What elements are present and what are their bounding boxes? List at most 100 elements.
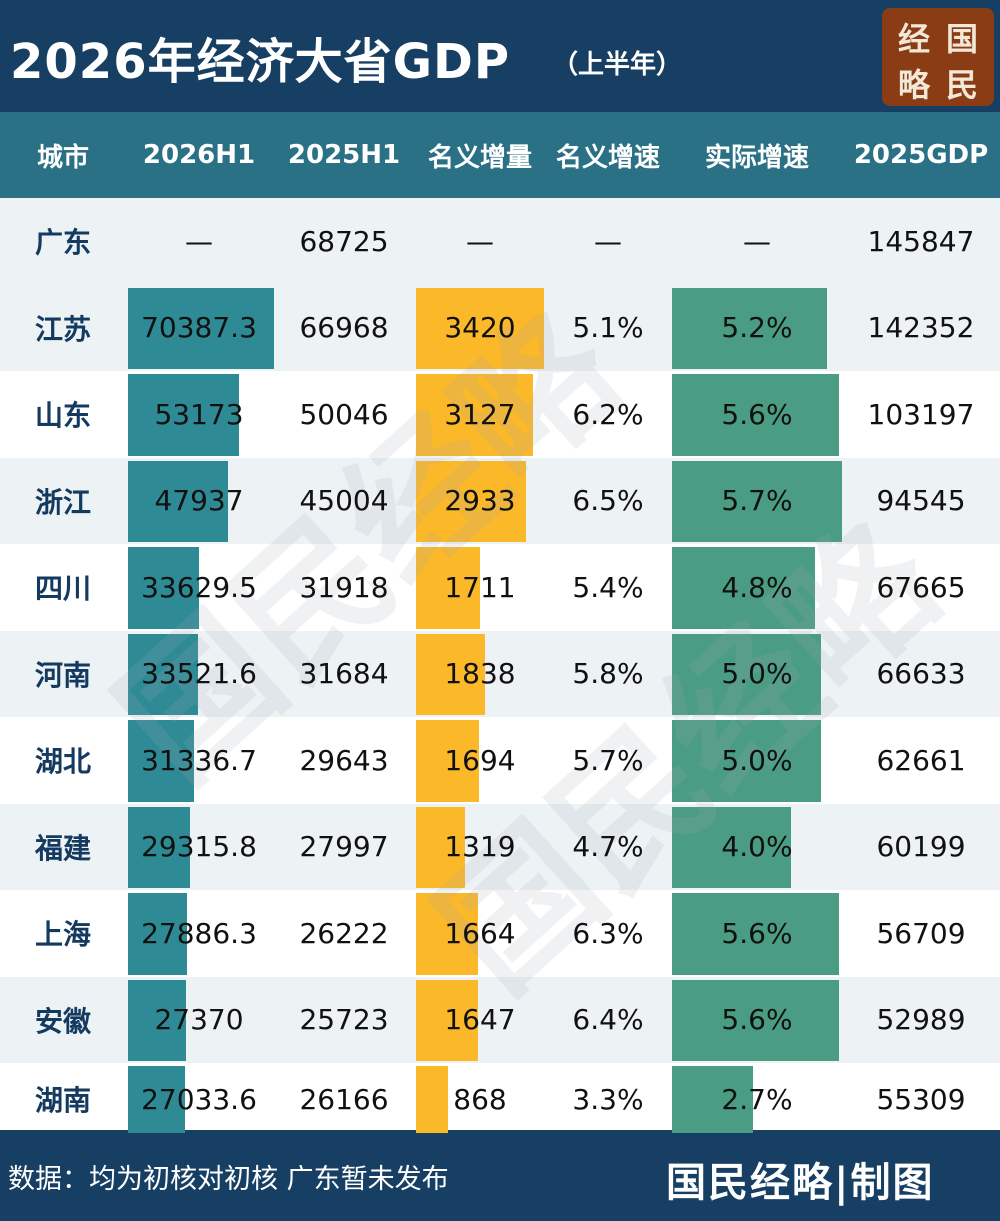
increase-bar bbox=[416, 1066, 449, 1133]
column-header-2026h1: 2026H1 bbox=[142, 140, 256, 170]
gdp-2025-cell: 60199 bbox=[876, 830, 966, 864]
table-row: 河南 33521.6 31684 1838 5.8% 5.0% 66633 bbox=[0, 630, 1000, 717]
h1-2025-cell: 50046 bbox=[299, 397, 389, 431]
gdp-2025-cell: 142352 bbox=[867, 311, 975, 345]
increase-bar bbox=[416, 720, 480, 802]
gdp-bar bbox=[128, 806, 190, 888]
gdp-2025-cell: 52989 bbox=[876, 1003, 966, 1037]
h1-2025-cell: 31684 bbox=[299, 657, 389, 691]
table-row: 广东 — 68725 — — — 145847 bbox=[0, 198, 1000, 285]
increase-bar bbox=[416, 547, 481, 629]
real-growth-bar bbox=[672, 547, 816, 629]
title-bar: 2026年经济大省GDP （上半年） 经 国 略 民 bbox=[0, 0, 1000, 112]
nominal-growth-cell: 4.7% bbox=[572, 830, 644, 864]
nominal-increase-cell: 3127 bbox=[444, 397, 516, 431]
real-growth-bar bbox=[672, 374, 840, 456]
gdp-2025-cell: 103197 bbox=[867, 397, 975, 431]
real-growth-cell: 4.0% bbox=[721, 830, 793, 864]
h1-2025-cell: 66968 bbox=[299, 311, 389, 345]
column-header-nominal-growth: 名义增速 bbox=[555, 142, 660, 173]
h1-2026-cell: 33629.5 bbox=[141, 570, 257, 604]
real-growth-cell: 2.7% bbox=[721, 1082, 793, 1116]
gdp-bar bbox=[128, 893, 187, 975]
city-cell: 安徽 bbox=[34, 1004, 91, 1038]
nominal-growth-cell: 5.7% bbox=[572, 743, 644, 777]
data-source-note: 数据：均为初核对初核 广东暂未发布 bbox=[8, 1164, 449, 1195]
table-row: 江苏 70387.3 66968 3420 5.1% 5.2% 142352 bbox=[0, 284, 1000, 371]
gdp-2025-cell: 94545 bbox=[876, 484, 966, 518]
increase-bar bbox=[416, 979, 478, 1061]
h1-2026-cell: 27370 bbox=[154, 1003, 244, 1037]
gdp-bar bbox=[128, 374, 239, 456]
real-growth-bar bbox=[672, 979, 840, 1061]
gdp-2025-cell: 67665 bbox=[876, 570, 966, 604]
h1-2025-cell: 31918 bbox=[299, 570, 389, 604]
nominal-increase-cell: 1711 bbox=[444, 570, 516, 604]
h1-2025-cell: 45004 bbox=[299, 484, 389, 518]
real-growth-bar bbox=[672, 1066, 753, 1133]
increase-bar bbox=[416, 374, 534, 456]
nominal-growth-cell: 5.1% bbox=[572, 311, 644, 345]
gdp-bar bbox=[128, 1066, 185, 1133]
nominal-increase-cell: 3420 bbox=[444, 311, 516, 345]
real-growth-cell: 5.0% bbox=[721, 657, 793, 691]
nominal-growth-cell: 5.4% bbox=[572, 570, 644, 604]
nominal-increase-cell: 1838 bbox=[444, 657, 516, 691]
gdp-bar bbox=[128, 720, 194, 802]
h1-2026-cell: — bbox=[185, 224, 213, 258]
nominal-growth-cell: 6.4% bbox=[572, 1003, 644, 1037]
table-row: 山东 53173 50046 3127 6.2% 5.6% 103197 bbox=[0, 371, 1000, 458]
brand-logo: 经 国 略 民 bbox=[882, 8, 994, 106]
h1-2026-cell: 47937 bbox=[154, 484, 244, 518]
real-growth-bar bbox=[672, 806, 792, 888]
column-header-gdp-2025: 2025GDP bbox=[853, 140, 989, 170]
nominal-increase-cell: 1664 bbox=[444, 916, 516, 950]
real-growth-cell: 5.6% bbox=[721, 916, 793, 950]
increase-bar bbox=[416, 893, 479, 975]
table-row: 四川 33629.5 31918 1711 5.4% 4.8% 67665 bbox=[0, 544, 1000, 631]
table-row: 上海 27886.3 26222 1664 6.3% 5.6% 56709 bbox=[0, 890, 1000, 977]
nominal-growth-cell: 3.3% bbox=[572, 1082, 644, 1116]
increase-bar bbox=[416, 460, 526, 542]
nominal-increase-cell: 2933 bbox=[444, 484, 516, 518]
page-subtitle: （上半年） bbox=[552, 50, 683, 80]
footer-bar: 数据：均为初核对初核 广东暂未发布 国民经略|制图 bbox=[0, 1130, 1000, 1221]
page-title: 2026年经济大省GDP bbox=[10, 34, 511, 90]
nominal-increase-cell: 868 bbox=[453, 1082, 507, 1116]
column-header-2025h1: 2025H1 bbox=[287, 140, 401, 170]
nominal-increase-cell: 1319 bbox=[444, 830, 516, 864]
city-cell: 上海 bbox=[34, 918, 91, 952]
city-cell: 福建 bbox=[34, 831, 91, 865]
real-growth-cell: 5.7% bbox=[721, 484, 793, 518]
logo-char: 民 bbox=[945, 66, 978, 104]
real-growth-bar bbox=[672, 287, 828, 369]
nominal-growth-cell: 6.3% bbox=[572, 916, 644, 950]
increase-bar bbox=[416, 633, 485, 715]
real-growth-cell: 5.6% bbox=[721, 1003, 793, 1037]
h1-2025-cell: 27997 bbox=[299, 830, 389, 864]
gdp-bar bbox=[128, 547, 199, 629]
table-row: 湖北 31336.7 29643 1694 5.7% 5.0% 62661 bbox=[0, 717, 1000, 804]
h1-2026-cell: 70387.3 bbox=[141, 311, 257, 345]
column-header-city: 城市 bbox=[36, 142, 89, 173]
city-cell: 广东 bbox=[34, 226, 91, 260]
column-header-nominal-increase: 名义增量 bbox=[427, 142, 532, 173]
gdp-bar bbox=[128, 460, 228, 542]
logo-char: 略 bbox=[897, 66, 930, 104]
h1-2026-cell: 27886.3 bbox=[141, 916, 257, 950]
gdp-2025-cell: 56709 bbox=[876, 916, 966, 950]
gdp-2025-cell: 66633 bbox=[876, 657, 966, 691]
table-row: 安徽 27370 25723 1647 6.4% 5.6% 52989 bbox=[0, 976, 1000, 1063]
column-header-row: 城市 2026H1 2025H1 名义增量 名义增速 实际增速 2025GDP bbox=[0, 112, 1000, 198]
gdp-bar bbox=[128, 633, 199, 715]
gdp-bar bbox=[128, 287, 274, 369]
h1-2025-cell: 29643 bbox=[299, 743, 389, 777]
nominal-increase-cell: 1694 bbox=[444, 743, 516, 777]
city-cell: 河南 bbox=[34, 658, 91, 692]
table-row: 浙江 47937 45004 2933 6.5% 5.7% 94545 bbox=[0, 457, 1000, 544]
real-growth-bar bbox=[672, 720, 822, 802]
real-growth-cell: 5.0% bbox=[721, 743, 793, 777]
credit-label: 国民经略|制图 bbox=[666, 1159, 935, 1206]
logo-char: 国 bbox=[945, 20, 978, 58]
h1-2026-cell: 29315.8 bbox=[141, 830, 257, 864]
